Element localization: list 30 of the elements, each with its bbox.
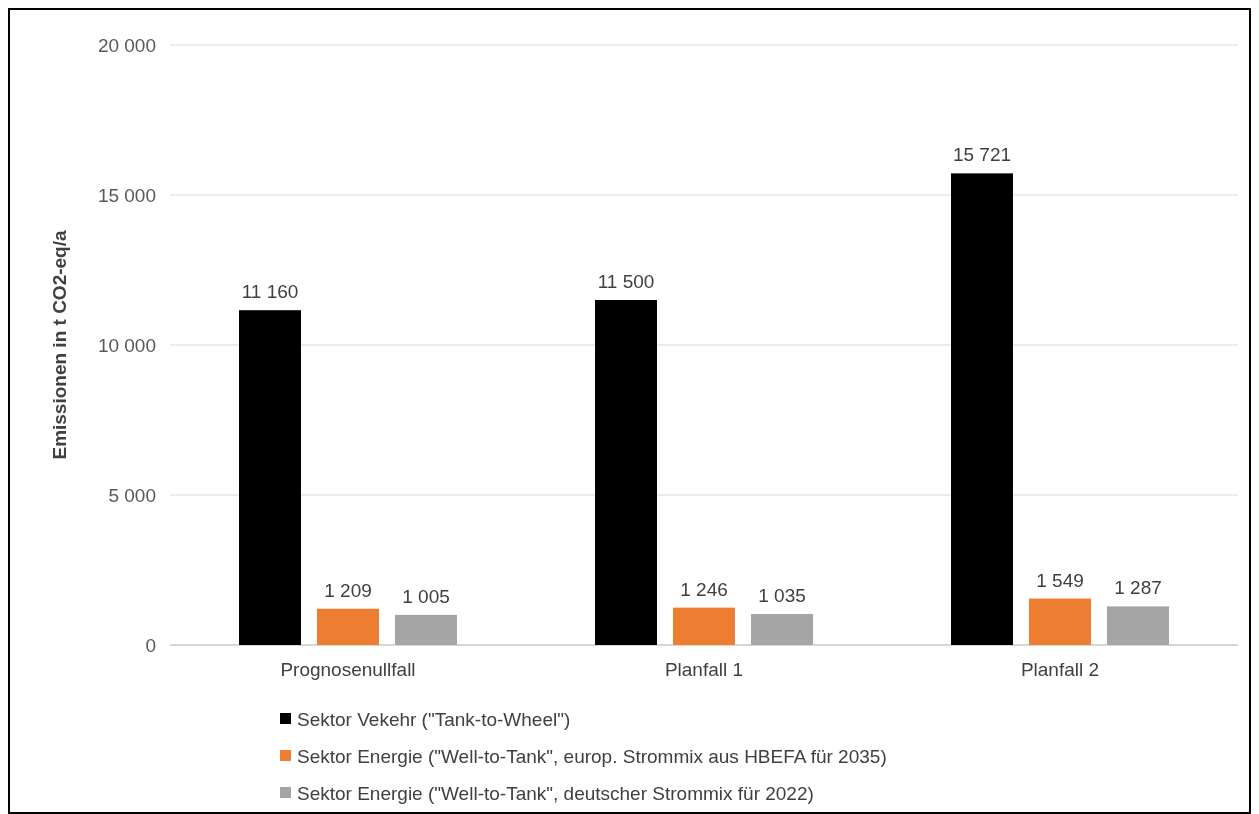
data-label: 1 549 xyxy=(1036,569,1084,591)
legend-label: Sektor Energie ("Well-to-Tank", deutscher Strommix für 2022) xyxy=(297,782,814,804)
data-label: 1 246 xyxy=(680,578,728,600)
bar xyxy=(673,607,735,645)
y-axis-title: Emissionen in t CO2-eq/a xyxy=(49,230,70,460)
data-label: 11 500 xyxy=(597,271,655,292)
bar xyxy=(595,300,657,645)
legend-label: Sektor Energie ("Well-to-Tank", europ. Strommix aus HBEFA für 2035) xyxy=(297,745,887,767)
data-label: 1 005 xyxy=(402,585,450,607)
y-tick-label: 15 000 xyxy=(97,184,156,206)
x-tick-label: Planfall 1 xyxy=(664,659,744,680)
x-tick-label: Planfall 2 xyxy=(1020,659,1100,680)
y-tick-label: 5 000 xyxy=(108,484,156,506)
y-tick-label: 10 000 xyxy=(97,334,156,356)
y-tick-label: 0 xyxy=(145,634,156,656)
legend-label: Sektor Vekehr ("Tank-to-Wheel") xyxy=(297,708,571,730)
bar xyxy=(1029,598,1091,645)
data-label: 15 721 xyxy=(952,144,1012,166)
y-tick-label: 20 000 xyxy=(97,34,156,56)
data-label: 11 160 xyxy=(241,281,299,303)
bar xyxy=(951,173,1013,645)
data-label: 1 287 xyxy=(1114,577,1162,599)
data-label: 1 209 xyxy=(324,579,372,601)
bar xyxy=(317,608,379,645)
bar xyxy=(751,613,813,645)
x-tick-label: Prognosenullfall xyxy=(280,659,416,680)
bar xyxy=(1107,606,1169,645)
data-label: 1 035 xyxy=(758,584,806,606)
bar xyxy=(395,614,457,645)
bar xyxy=(239,310,301,645)
